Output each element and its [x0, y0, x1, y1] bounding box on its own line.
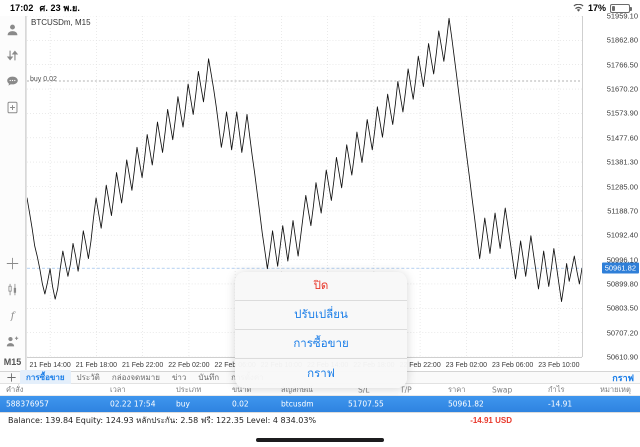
- tab-trade[interactable]: การซื้อขาย: [20, 370, 71, 385]
- status-bar-left: 17:02 ศ. 23 พ.ย.: [10, 1, 80, 15]
- new-order-icon[interactable]: [0, 94, 26, 120]
- price-line-chart: [27, 16, 582, 357]
- orders-table-header: คำสั่ง เวลา ประเภท ขนาด สัญลักษณ์ S/L T/P ราคา S…: [0, 384, 640, 396]
- price-axis[interactable]: 51959.10 51862.80 51766.50 51670.20 51573.90…: [582, 12, 640, 362]
- time-tick-label: 22 Feb 02:00: [168, 362, 210, 369]
- cell-order: 588376957: [6, 399, 49, 409]
- position-context-menu[interactable]: ปิด ปรับเปลี่ยน การซื้อขายกราฟ: [235, 272, 407, 388]
- col-sl-header[interactable]: S/L: [358, 385, 370, 394]
- current-price-badge: 50961.82: [601, 262, 639, 274]
- price-tick-label: 51670.20: [606, 84, 638, 94]
- time-tick-label: 21 Feb 14:00: [29, 362, 71, 369]
- col-type-header[interactable]: ประเภท: [176, 384, 202, 394]
- tab-journal[interactable]: บันทึก: [198, 373, 220, 382]
- price-tick-label: 50899.80: [606, 279, 638, 289]
- col-volume-header[interactable]: ขนาด: [232, 384, 252, 394]
- price-tick-label: 50803.50: [606, 303, 638, 313]
- sidebar-timeframe-label[interactable]: M15: [3, 357, 22, 367]
- price-tick-label: 51092.40: [606, 230, 638, 240]
- left-toolbar: f M15: [0, 16, 26, 371]
- col-profit-header[interactable]: กำไร: [548, 384, 565, 394]
- balance-summary-text: Balance: 139.84 Equity: 124.93 หลักประกั…: [8, 416, 317, 425]
- menu-item-chart[interactable]: กราฟ: [307, 365, 335, 380]
- wifi-icon: [573, 3, 584, 13]
- arrows-updown-icon[interactable]: [0, 42, 26, 68]
- price-tick-label: 51188.70: [607, 206, 638, 216]
- price-tick-label: 51477.60: [606, 133, 638, 143]
- menu-item-trade[interactable]: การซื้อขาย: [235, 330, 407, 359]
- price-tick-label: 51766.50: [606, 60, 638, 70]
- price-tick-label: 51862.80: [606, 35, 638, 45]
- price-tick-label: 51381.30: [606, 157, 638, 167]
- cell-time: 02.22 17:54: [110, 399, 156, 409]
- col-order-header[interactable]: คำสั่ง: [6, 384, 24, 394]
- cell-symbol: btcusdm: [281, 399, 314, 409]
- price-tick-label: 51573.90: [606, 108, 638, 118]
- battery-percent-label: 17%: [587, 3, 606, 13]
- add-tab-icon[interactable]: [2, 372, 20, 383]
- table-row[interactable]: 588376957 02.22 17:54 buy 0.02 btcusdm 51707.…: [0, 396, 640, 412]
- cell-type: buy: [176, 399, 190, 409]
- objects-icon[interactable]: [0, 328, 26, 354]
- col-time-header[interactable]: เวลา: [110, 384, 126, 394]
- time-tick-label: 21 Feb 18:00: [75, 362, 118, 369]
- time-tick-label: 23 Feb 10:00: [538, 362, 580, 369]
- status-bar-time: 17:02: [10, 3, 34, 13]
- chat-bubble-icon[interactable]: [0, 68, 26, 94]
- home-indicator[interactable]: [256, 438, 384, 442]
- position-line-label: buy 0.02: [30, 76, 57, 83]
- tab-history[interactable]: ประวัติ: [76, 373, 100, 382]
- home-indicator-area: [0, 428, 640, 447]
- cell-profit: -14.91: [548, 399, 573, 409]
- fx-indicator-icon[interactable]: f: [0, 302, 26, 328]
- time-tick-label: 23 Feb 02:00: [445, 362, 488, 369]
- col-price-header[interactable]: ราคา: [448, 384, 466, 394]
- tab-mailbox[interactable]: กล่องจดหมาย: [111, 373, 160, 382]
- total-profit-value: -14.91 USD: [470, 416, 632, 425]
- cell-price: 50961.82: [448, 399, 484, 409]
- svg-text:f: f: [10, 310, 17, 321]
- col-tp-header[interactable]: T/P: [400, 385, 412, 394]
- time-tick-label: 23 Feb 06:00: [491, 362, 534, 369]
- cell-open-price: 51707.55: [348, 399, 384, 409]
- quotes-person-icon[interactable]: [0, 16, 26, 42]
- col-symbol-header[interactable]: สัญลักษณ์: [281, 384, 314, 394]
- col-swap-header[interactable]: Swap: [492, 385, 513, 394]
- menu-item-modify[interactable]: ปรับเปลี่ยน: [235, 301, 407, 330]
- cell-volume: 0.02: [232, 399, 249, 409]
- tab-chart[interactable]: กราฟ: [612, 372, 634, 383]
- status-bar-right: 17%: [573, 3, 632, 13]
- time-tick-label: 21 Feb 22:00: [121, 362, 164, 369]
- menu-item-close[interactable]: ปิด: [235, 272, 407, 301]
- price-tick-label: 50610.90: [606, 352, 638, 362]
- price-tick-label: 50996.10: [606, 255, 638, 265]
- price-tick-label: 51959.10: [606, 11, 638, 21]
- tab-news[interactable]: ข่าว: [171, 373, 187, 382]
- candlestick-icon[interactable]: [0, 276, 26, 302]
- profit-currency: USD: [495, 416, 512, 425]
- profit-amount: -14.91: [470, 416, 493, 425]
- account-summary-bar: Balance: 139.84 Equity: 124.93 หลักประกั…: [0, 412, 640, 428]
- status-bar-date: ศ. 23 พ.ย.: [39, 3, 80, 13]
- time-tick-label: 22 Feb 22:00: [399, 362, 441, 369]
- chart-symbol-title: BTCUSDm, M15: [31, 18, 91, 27]
- col-comment-header[interactable]: หมายเหตุ: [600, 384, 631, 394]
- price-tick-label: 50707.20: [606, 328, 638, 338]
- ios-status-bar: 17:02 ศ. 23 พ.ย. 17%: [0, 0, 640, 16]
- battery-icon: [610, 3, 632, 13]
- price-tick-label: 51285.00: [606, 182, 638, 191]
- crosshair-icon[interactable]: [0, 250, 26, 276]
- chart-plot[interactable]: [27, 16, 582, 357]
